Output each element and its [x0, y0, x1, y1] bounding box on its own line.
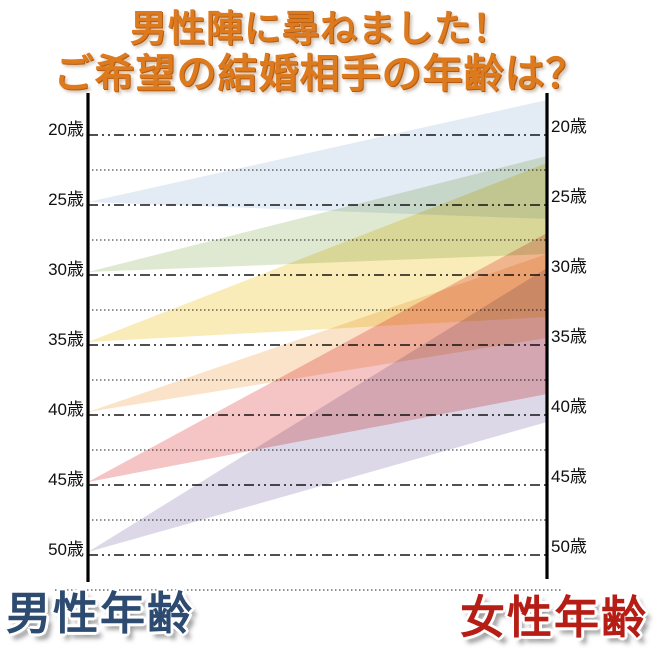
right-tick-label: 20歳	[551, 117, 587, 136]
left-tick-label: 30歳	[48, 260, 84, 279]
chart-title-line1: 男性陣に尋ねました！	[130, 8, 510, 49]
right-tick-label: 50歳	[551, 537, 587, 556]
right-tick-label: 45歳	[551, 467, 587, 486]
right-tick-label: 25歳	[551, 187, 587, 206]
left-tick-label: 50歳	[48, 540, 84, 559]
chart-title: 男性陣に尋ねました！ ご希望の結婚相手の年齢は？	[0, 8, 640, 97]
right-axis-title: 女性年齢	[460, 592, 649, 643]
age-band-50	[88, 268, 547, 552]
right-tick-label: 30歳	[551, 257, 587, 276]
age-band-45	[88, 233, 547, 482]
right-tick-label: 40歳	[551, 397, 587, 416]
left-axis-title: 男性年齢	[6, 588, 195, 639]
chart-title-line2: ご希望の結婚相手の年齢は？	[53, 52, 587, 97]
left-tick-label: 20歳	[48, 120, 84, 139]
left-tick-label: 45歳	[48, 470, 84, 489]
right-tick-label: 35歳	[551, 327, 587, 346]
left-tick-label: 40歳	[48, 400, 84, 419]
left-tick-label: 35歳	[48, 330, 84, 349]
left-tick-label: 25歳	[48, 190, 84, 209]
age-band-40	[88, 254, 547, 412]
